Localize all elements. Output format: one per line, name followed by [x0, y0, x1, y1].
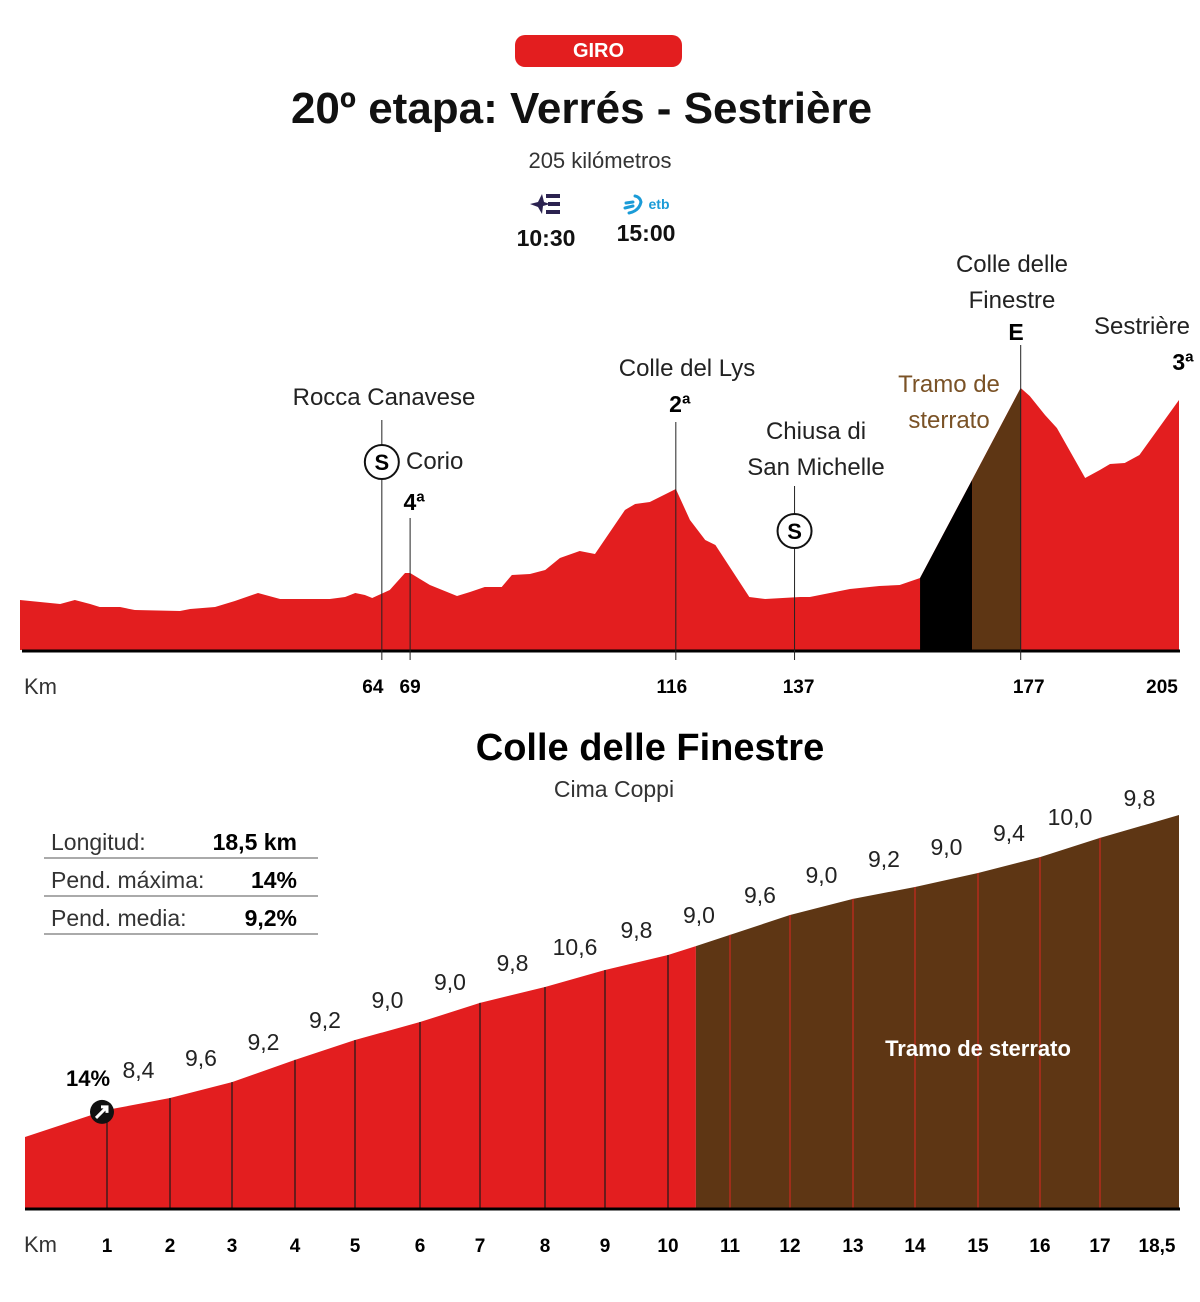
stat-label: Pend. media: [51, 905, 187, 931]
km-tick-label: 2 [165, 1236, 176, 1257]
eurosport-logo-icon [530, 194, 560, 214]
stat-label: Pend. máxima: [51, 867, 204, 893]
km-tick-label: 69 [400, 677, 421, 698]
km-tick-label: 16 [1029, 1236, 1050, 1257]
climb-category: 2ª [669, 391, 691, 417]
steep-segment [920, 479, 973, 650]
climb-profile: Colle delle Finestre Cima Coppi Longitud: 1… [24, 727, 1180, 1257]
km-tick-label: 11 [720, 1236, 741, 1257]
broadcast-eurosport: 10:30 [491, 192, 601, 252]
gradient-label: 9,8 [497, 950, 529, 976]
gravel-label: Tramo de [898, 371, 1000, 398]
km-tick-label: 17 [1089, 1236, 1110, 1257]
climb-subtitle: Cima Coppi [554, 776, 674, 802]
km-tick-label: 3 [227, 1236, 238, 1257]
max-gradient-label: 14% [66, 1066, 110, 1091]
gradient-label: 9,0 [372, 987, 404, 1013]
gradient-label: 9,6 [744, 882, 776, 908]
climb-category: E [1008, 319, 1023, 345]
gradient-label: 9,0 [931, 834, 963, 860]
x-axis-label: Km [24, 1232, 57, 1257]
place-name: Rocca Canavese [293, 384, 476, 411]
race-badge: GIRO [515, 35, 682, 67]
place-name: Colle delle [956, 251, 1068, 278]
broadcast-time: 15:00 [616, 220, 676, 246]
gradient-label: 8,4 [123, 1057, 155, 1083]
place-name: Chiusa di [766, 418, 866, 445]
gradient-label: 9,2 [868, 846, 900, 872]
sprint-label: S [787, 519, 802, 544]
climb-gravel-area [695, 815, 1179, 1208]
gradient-label: 10,6 [553, 934, 598, 960]
km-tick-label: 10 [657, 1236, 678, 1257]
stage-profile: Tramo de sterrato Km 64 69 116 137 177 205 Rocca … [20, 251, 1194, 699]
gravel-segment [972, 388, 1021, 650]
gradient-label: 10,0 [1048, 804, 1093, 830]
climb-title: Colle delle Finestre [476, 727, 824, 769]
gradient-label: 9,0 [683, 902, 715, 928]
gravel-label: sterrato [908, 407, 989, 434]
sprint-icon [363, 444, 400, 480]
stage-elevation-area [20, 388, 1179, 650]
gradient-label: 9,4 [993, 820, 1025, 846]
km-tick-label: 6 [415, 1236, 426, 1257]
place-name: Sestrière [1094, 313, 1190, 340]
place-name: Finestre [969, 287, 1056, 314]
km-tick-label: 15 [967, 1236, 989, 1257]
climb-paved-area [25, 946, 696, 1208]
gradient-label: 9,8 [621, 917, 653, 943]
km-tick-label: 9 [600, 1236, 611, 1257]
place-name: San Michelle [747, 454, 884, 481]
stat-value: 18,5 km [213, 829, 297, 855]
km-tick-label: 8 [540, 1236, 551, 1257]
stat-value: 9,2% [245, 905, 297, 931]
sprint-icon [776, 513, 813, 549]
km-tick-label: 1 [102, 1236, 113, 1257]
climb-category: 4ª [403, 489, 425, 515]
km-tick-label: 116 [656, 677, 687, 698]
climb-category: 3ª [1172, 349, 1194, 375]
etb-logo-icon [623, 194, 643, 215]
etb-logo-text: etb [648, 196, 670, 212]
km-tick-label: 205 [1146, 677, 1178, 698]
broadcast-etb: etb 15:00 [591, 192, 701, 247]
km-tick-label: 4 [290, 1236, 301, 1257]
gradient-label: 9,2 [248, 1029, 280, 1055]
km-tick-label: 5 [350, 1236, 361, 1257]
gradient-label: 9,0 [434, 969, 466, 995]
stat-label: Longitud: [51, 829, 146, 855]
sprint-label: S [374, 450, 389, 475]
gradient-label: 9,8 [1124, 785, 1156, 811]
km-tick-label: 18,5 [1139, 1236, 1176, 1257]
gravel-label: Tramo de sterrato [885, 1036, 1071, 1061]
stage-title: 20º etapa: Verrés - Sestrière [290, 84, 873, 133]
stat-value: 14% [251, 867, 297, 893]
km-tick-label: 14 [904, 1236, 926, 1257]
gradient-label: 9,0 [806, 862, 838, 888]
km-tick-label: 64 [362, 677, 384, 698]
place-name: Corio [406, 448, 463, 475]
x-axis-label: Km [24, 674, 57, 699]
stage-distance: 205 kilómetros [528, 148, 672, 173]
km-tick-label: 12 [779, 1236, 800, 1257]
place-name: Colle del Lys [619, 355, 756, 382]
gradient-label: 9,2 [309, 1007, 341, 1033]
arrow-up-right-icon [94, 1105, 109, 1119]
gradient-label: 9,6 [185, 1045, 217, 1071]
km-tick-label: 13 [842, 1236, 863, 1257]
broadcast-time: 10:30 [516, 225, 576, 251]
km-tick-label: 7 [475, 1236, 486, 1257]
km-tick-label: 137 [783, 677, 815, 698]
km-tick-label: 177 [1013, 677, 1045, 698]
